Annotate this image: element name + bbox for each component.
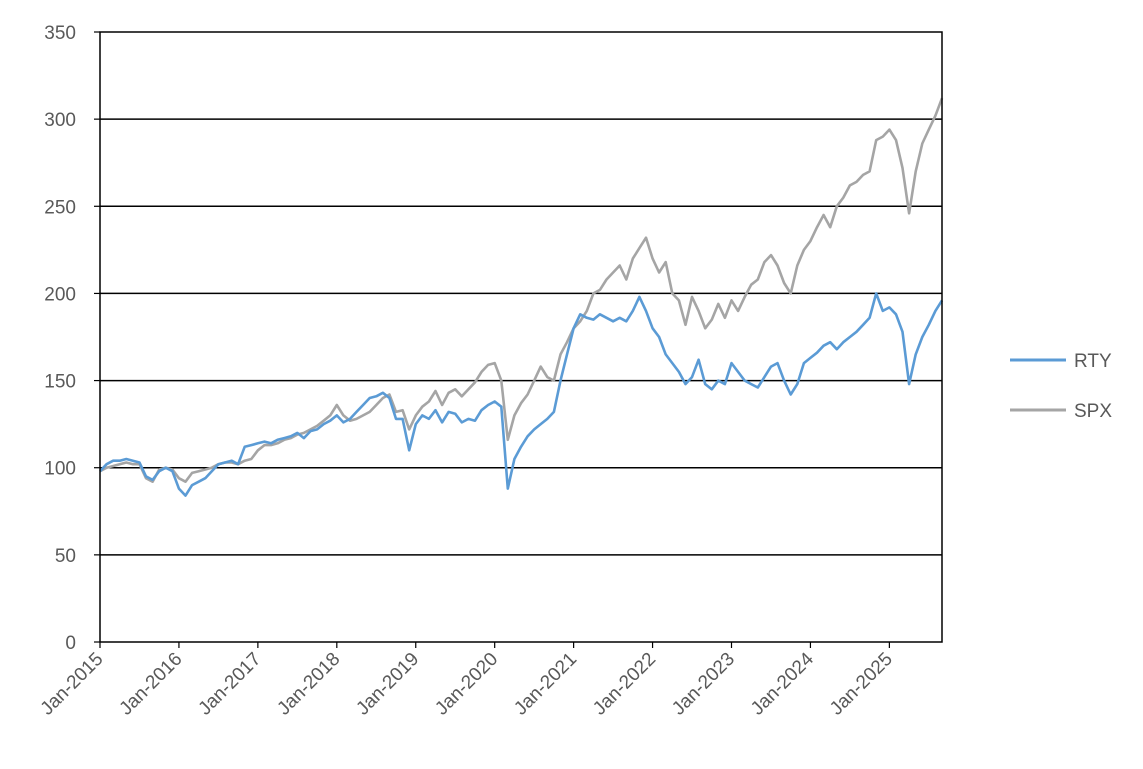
x-tick-label: Jan-2025: [826, 649, 897, 720]
x-tick-label: Jan-2023: [668, 649, 739, 720]
horizontal-gridlines: [100, 118, 942, 556]
y-tick-label: 100: [44, 459, 76, 480]
y-tick-label: 250: [44, 197, 76, 218]
x-tick-label: Jan-2024: [747, 648, 818, 719]
x-tick-label: Jan-2016: [116, 649, 187, 720]
x-axis-tick-labels: Jan-2015 Jan-2016 Jan-2017 Jan-2018 Jan-2019…: [37, 642, 897, 720]
x-tick-label: Jan-2022: [589, 649, 660, 720]
legend: RTY SPX: [1010, 351, 1112, 422]
x-tick-label: Jan-2015: [37, 649, 108, 720]
series-line-spx: [99, 97, 944, 484]
x-tick-label: Jan-2021: [510, 649, 581, 720]
series-lines: [99, 97, 944, 497]
y-tick-label: 350: [44, 23, 76, 44]
y-tick-label: 300: [44, 110, 76, 131]
x-tick-label: Jan-2017: [195, 649, 266, 720]
series-line-rty: [99, 292, 944, 497]
x-tick-label: Jan-2018: [273, 649, 344, 720]
x-tick-label: Jan-2019: [352, 649, 423, 720]
plot-area-frame: [99, 31, 943, 643]
y-tick-label: 50: [55, 546, 76, 567]
y-axis-tick-labels: 0 50 100 150 200 250 300 350: [44, 23, 100, 654]
x-tick-label: Jan-2020: [431, 649, 502, 720]
legend-label-rty: RTY: [1074, 351, 1112, 372]
y-tick-label: 200: [44, 284, 76, 305]
legend-label-spx: SPX: [1074, 401, 1112, 422]
y-tick-label: 0: [65, 633, 76, 654]
y-tick-label: 150: [44, 372, 76, 393]
